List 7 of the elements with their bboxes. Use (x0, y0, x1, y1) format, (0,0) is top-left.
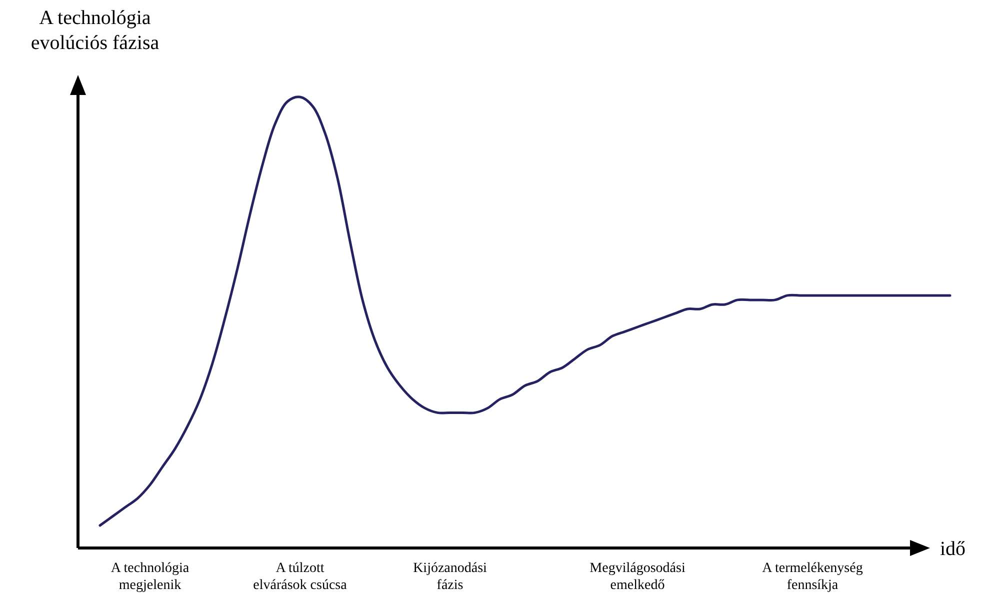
x-tick-label: Kijózanodási fázis (413, 561, 488, 593)
y-axis-title: A technológia evolúciós fázisa (30, 7, 160, 54)
x-tick-label: A túlzott elvárások csúcsa (253, 561, 348, 593)
x-axis-title: idő (940, 538, 966, 560)
x-tick-label: A termelékenység fennsíkja (762, 561, 863, 593)
x-tick-label: A technológia megjelenik (110, 561, 190, 593)
x-tick-label: Megvilágosodási emelkedő (590, 561, 686, 593)
